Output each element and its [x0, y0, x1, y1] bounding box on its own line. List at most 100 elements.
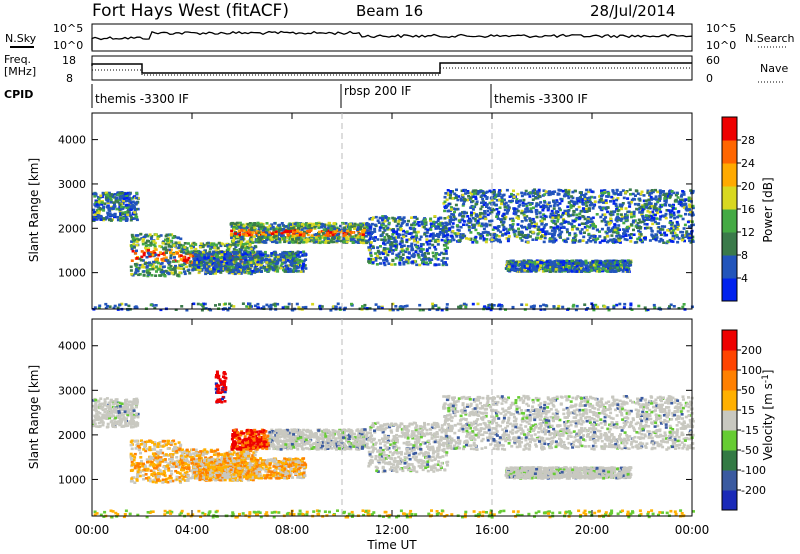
echo-cell	[324, 241, 328, 244]
echo-cell	[234, 245, 238, 249]
echo-cell	[269, 262, 273, 266]
echo-cell	[136, 269, 140, 273]
echo-cell	[468, 191, 472, 195]
echo-cell	[245, 230, 248, 233]
echo-cell	[464, 192, 467, 195]
echo-cell	[520, 224, 523, 228]
echo-cell	[392, 236, 396, 240]
echo-cell	[119, 219, 123, 222]
echo-cell	[121, 211, 125, 214]
echo-cell	[164, 269, 168, 273]
echo-cell	[551, 216, 555, 219]
echo-cell	[159, 234, 163, 237]
echo-cell	[482, 203, 486, 206]
echo-cell	[663, 203, 667, 206]
echo-cell	[251, 260, 255, 263]
echo-cell	[497, 191, 501, 194]
echo-cell	[263, 266, 267, 269]
echo-cell	[130, 272, 134, 276]
echo-cell	[326, 239, 330, 242]
echo-cell	[409, 227, 413, 231]
echo-cell	[662, 241, 666, 244]
echo-cell	[604, 216, 608, 219]
cpid-segment-1: rbsp 200 IF	[344, 84, 411, 98]
echo-cell	[551, 237, 555, 241]
echo-cell	[577, 196, 581, 200]
echo-cell	[168, 267, 172, 270]
echo-cell	[164, 246, 168, 249]
echo-cell	[550, 209, 554, 213]
echo-cell	[314, 233, 318, 236]
echo-cell	[497, 235, 501, 238]
echo-cell	[592, 238, 596, 242]
echo-cell	[615, 219, 619, 223]
echo-cell	[638, 199, 642, 202]
echo-cell	[254, 251, 257, 255]
echo-cell	[142, 266, 146, 269]
echo-cell	[233, 272, 237, 276]
echo-cell	[574, 234, 578, 237]
echo-cell	[589, 220, 593, 223]
echo-cell	[321, 232, 325, 235]
echo-cell	[512, 230, 516, 234]
echo-cell	[691, 206, 695, 210]
echo-cell	[461, 193, 465, 197]
echo-cell	[676, 235, 679, 239]
echo-cell	[521, 235, 525, 238]
echo-cell	[100, 195, 104, 199]
echo-cell	[283, 230, 287, 234]
echo-cell	[369, 253, 372, 256]
echo-cell	[436, 219, 440, 223]
echo-cell	[166, 237, 170, 241]
echo-cell	[644, 203, 648, 206]
echo-cell	[508, 195, 512, 198]
echo-cell	[504, 227, 508, 231]
echo-cell	[580, 210, 584, 213]
echo-cell	[642, 205, 646, 209]
echo-cell	[649, 227, 653, 230]
echo-cell	[197, 266, 201, 269]
echo-cell	[179, 254, 183, 258]
echo-cell	[468, 217, 471, 221]
echo-cell	[597, 200, 601, 204]
echo-cell	[667, 209, 671, 212]
echo-cell	[138, 257, 142, 261]
echo-cell	[303, 223, 307, 226]
echo-cell	[135, 249, 138, 253]
echo-cell	[387, 221, 391, 225]
echo-cell	[579, 199, 583, 203]
echo-cell	[669, 204, 673, 207]
echo-cell	[140, 237, 144, 240]
echo-cell	[496, 227, 500, 230]
echo-cell	[280, 222, 284, 225]
echo-cell	[552, 204, 556, 208]
echo-cell	[572, 225, 576, 228]
echo-cell	[588, 225, 592, 229]
echo-cell	[587, 209, 591, 212]
echo-cell	[604, 206, 608, 209]
echo-cell	[315, 222, 318, 225]
echo-cell	[129, 265, 133, 269]
echo-cell	[301, 224, 305, 228]
echo-cell	[575, 213, 579, 217]
echo-cell	[531, 231, 535, 234]
echo-cell	[261, 232, 265, 236]
echo-cell	[465, 223, 469, 227]
echo-cell	[425, 261, 428, 265]
echo-cell	[214, 255, 218, 259]
echo-cell	[346, 229, 350, 233]
echo-cell	[384, 258, 388, 262]
echo-cell	[240, 265, 243, 269]
echo-cell	[208, 268, 212, 271]
echo-cell	[574, 200, 578, 204]
echo-cell	[658, 231, 662, 234]
echo-cell	[259, 270, 263, 273]
echo-cell	[219, 244, 223, 248]
echo-cell	[368, 226, 372, 229]
echo-cell	[623, 216, 627, 220]
echo-cell	[637, 208, 640, 211]
echo-cell	[208, 263, 212, 267]
echo-cell	[602, 217, 606, 221]
echo-cell	[164, 249, 168, 252]
